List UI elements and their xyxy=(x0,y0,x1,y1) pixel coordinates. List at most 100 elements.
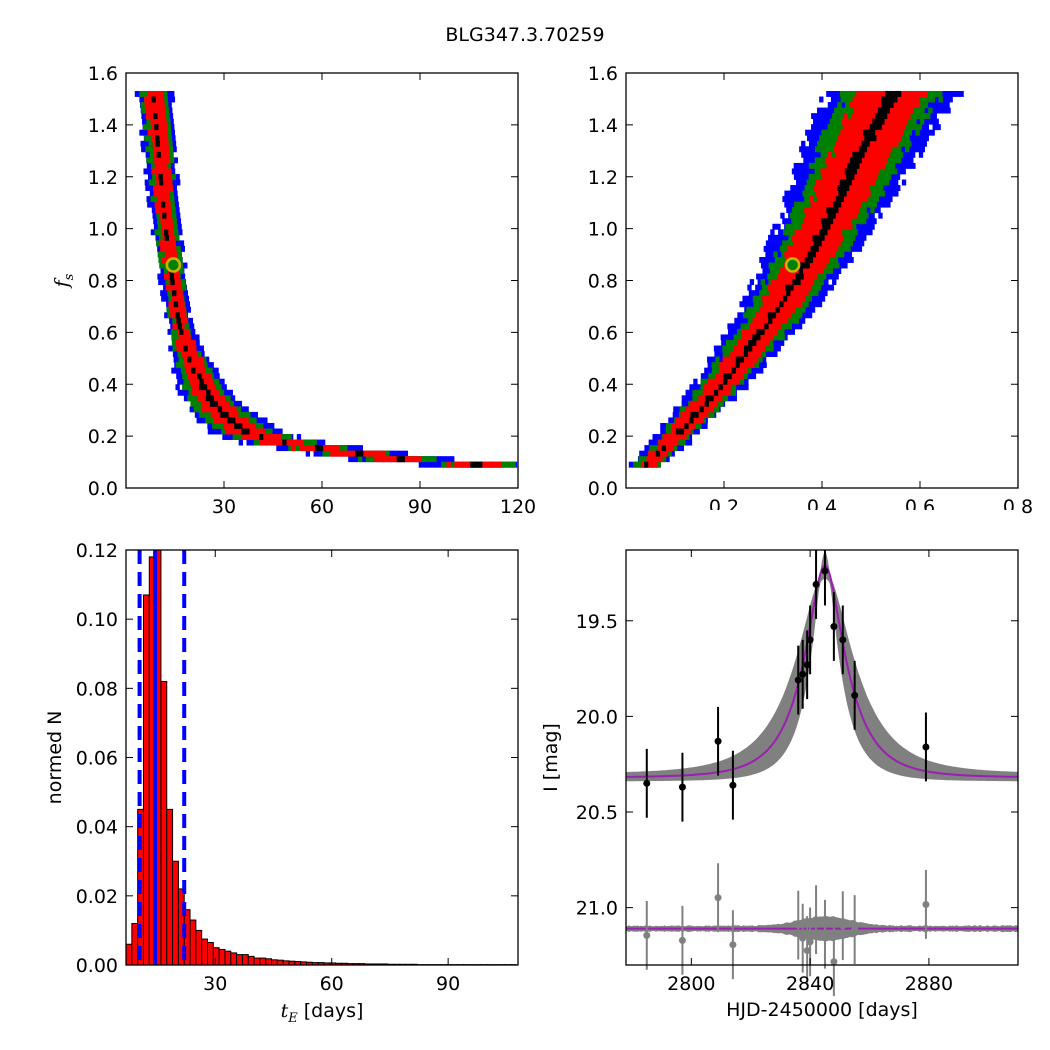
density-cell xyxy=(699,406,704,413)
density-cell xyxy=(295,439,300,446)
density-cell xyxy=(446,461,451,468)
density-cell xyxy=(185,389,190,396)
density-cell xyxy=(860,229,865,236)
density-cell xyxy=(169,317,174,324)
density-cell xyxy=(229,400,234,407)
density-cell xyxy=(821,129,826,136)
density-cell xyxy=(748,339,753,346)
density-cell xyxy=(782,229,788,236)
density-cell xyxy=(761,351,767,357)
density-cell xyxy=(178,356,183,363)
density-cell xyxy=(799,284,804,291)
density-cell xyxy=(849,102,854,108)
density-cell xyxy=(803,157,808,164)
density-cell xyxy=(230,411,235,418)
density-cell xyxy=(318,445,324,452)
density-cell xyxy=(188,389,193,396)
density-cell xyxy=(271,439,277,446)
density-cell xyxy=(746,306,751,313)
density-cell xyxy=(864,96,869,103)
density-cell xyxy=(803,312,809,319)
density-cell xyxy=(848,96,853,103)
x-tick-label: 60 xyxy=(310,496,334,518)
density-cell xyxy=(771,306,776,313)
density-cell xyxy=(181,306,186,313)
density-cell xyxy=(806,179,811,186)
density-cell xyxy=(849,135,855,142)
density-cell xyxy=(756,328,761,335)
density-cell xyxy=(812,273,817,280)
density-cell xyxy=(792,251,797,258)
density-cell xyxy=(330,445,335,452)
density-cell xyxy=(795,218,800,225)
density-cell xyxy=(208,378,214,385)
density-cell xyxy=(780,290,786,297)
density-cell xyxy=(800,290,805,297)
density-cell xyxy=(934,107,939,114)
density-cell xyxy=(160,102,165,108)
density-cell xyxy=(725,339,731,346)
density-cell xyxy=(900,102,905,108)
density-cell xyxy=(759,256,764,263)
density-cell xyxy=(150,157,155,164)
density-cell xyxy=(718,362,724,369)
density-cell xyxy=(893,146,898,153)
density-cell xyxy=(867,157,873,164)
density-cell xyxy=(857,157,863,164)
y-tick-label: 0.4 xyxy=(88,374,118,396)
density-cell xyxy=(899,151,904,158)
density-cell xyxy=(726,351,731,357)
density-cell xyxy=(674,439,679,446)
density-cell xyxy=(157,190,162,197)
density-cell xyxy=(155,173,161,180)
density-cell xyxy=(752,290,758,297)
density-cell xyxy=(824,168,829,175)
density-cell xyxy=(157,146,162,153)
density-cell xyxy=(779,339,785,346)
density-cell xyxy=(790,245,796,252)
density-cell xyxy=(780,262,785,269)
density-cell xyxy=(812,284,818,291)
density-cell xyxy=(159,135,165,142)
density-cell xyxy=(756,290,761,297)
density-cell xyxy=(824,218,830,225)
density-cell xyxy=(273,434,278,440)
density-cell xyxy=(682,434,687,440)
density-cell xyxy=(782,218,787,225)
density-cell xyxy=(844,157,849,164)
density-cell xyxy=(875,168,880,175)
density-cell xyxy=(246,434,251,440)
density-cell xyxy=(638,456,643,463)
density-cell xyxy=(704,378,709,385)
density-cell xyxy=(163,273,169,280)
density-cell xyxy=(744,384,749,391)
density-cell xyxy=(807,218,812,225)
density-cell xyxy=(783,334,788,341)
density-cell xyxy=(727,373,732,380)
density-cell xyxy=(797,317,802,324)
density-cell xyxy=(760,323,766,330)
density-cell xyxy=(764,262,770,269)
density-cell xyxy=(326,450,331,457)
density-cell xyxy=(812,173,817,180)
density-cell xyxy=(679,445,684,452)
density-cell xyxy=(258,434,264,440)
density-cell xyxy=(796,290,801,297)
density-cell xyxy=(848,129,853,136)
density-cell xyxy=(156,179,161,186)
density-cell xyxy=(776,328,781,335)
density-cell xyxy=(227,417,232,424)
density-cell xyxy=(248,417,253,424)
density-cell xyxy=(767,256,772,263)
density-cell xyxy=(165,113,170,120)
density-cell xyxy=(299,439,304,446)
density-cell xyxy=(171,207,176,214)
density-cell xyxy=(163,129,168,136)
density-cell xyxy=(179,268,184,274)
density-cell xyxy=(819,135,824,142)
density-cell xyxy=(170,312,175,319)
density-cell xyxy=(863,113,868,120)
density-cell xyxy=(852,185,858,191)
density-cell xyxy=(238,411,243,418)
density-cell xyxy=(339,445,344,452)
